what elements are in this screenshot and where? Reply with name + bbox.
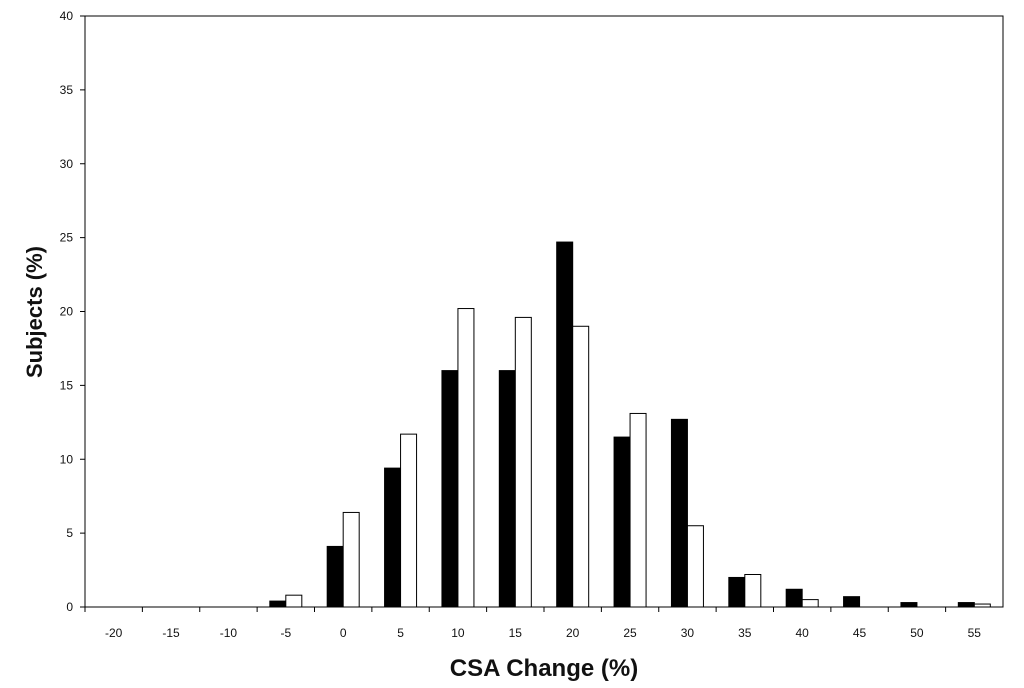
- bar-series-2-5: [400, 433, 418, 608]
- y-tick-label: 5: [66, 526, 73, 540]
- bar-series-2-25: [629, 412, 647, 608]
- y-tick-label: 35: [60, 83, 74, 97]
- bar-series-1-0: [326, 545, 344, 608]
- x-tick-label: 45: [853, 626, 867, 640]
- bar-series-2-15: [514, 316, 532, 608]
- x-tick-label: 15: [509, 626, 523, 640]
- x-tick-label: 20: [566, 626, 580, 640]
- y-tick-label: 30: [60, 157, 74, 171]
- bar-series-1-20: [556, 241, 574, 608]
- bar-series-1-50: [900, 602, 918, 608]
- x-tick-label: -5: [280, 626, 291, 640]
- bar-series-2-35: [744, 573, 762, 608]
- x-axis-title: CSA Change (%): [450, 655, 638, 682]
- x-tick-label: -20: [105, 626, 123, 640]
- y-tick-label: 20: [60, 305, 74, 319]
- x-tick-label: 35: [738, 626, 752, 640]
- y-tick-label: 40: [60, 9, 74, 23]
- bar-series-2-20: [572, 325, 590, 608]
- bar-series-1-45: [843, 596, 861, 608]
- x-tick-label: 25: [623, 626, 637, 640]
- y-tick-label: 15: [60, 378, 74, 392]
- bar-series-1-10: [441, 370, 459, 608]
- bar-series-2-55: [973, 603, 991, 608]
- x-tick-label: 55: [968, 626, 982, 640]
- x-tick-label: 40: [796, 626, 810, 640]
- bar-series-2-30: [686, 525, 704, 608]
- y-axis-title: Subjects (%): [22, 246, 47, 378]
- bar-series-2-40: [801, 599, 819, 608]
- bar-series-1-25: [613, 436, 631, 608]
- x-tick-label: 10: [451, 626, 465, 640]
- bar-series-2-0: [342, 511, 360, 608]
- x-tick-label: 50: [910, 626, 924, 640]
- x-tick-label: -10: [220, 626, 238, 640]
- bars-group: [269, 241, 991, 608]
- y-tick-label: 10: [60, 452, 74, 466]
- bar-series-1-40: [785, 588, 803, 608]
- x-axis: -20 -15 -10 -5 0 5 10 15 20 25 30 35 40 45 50 55: [84, 607, 982, 640]
- x-tick-label: 5: [397, 626, 404, 640]
- y-axis: 0 5 10 15 20 25 30 35 40: [60, 9, 85, 614]
- x-tick-label: -15: [162, 626, 180, 640]
- x-tick-label: 0: [340, 626, 347, 640]
- x-tick-label: 30: [681, 626, 695, 640]
- y-tick-label: 25: [60, 231, 74, 245]
- y-tick-label: 0: [66, 600, 73, 614]
- bar-series-1-55: [957, 602, 975, 608]
- bar-series-1-15: [498, 370, 516, 608]
- bar-series-1-35: [728, 576, 746, 608]
- bar-series-2--5: [285, 594, 303, 608]
- bar-series-1-5: [384, 467, 402, 608]
- bar-series-1-30: [670, 418, 688, 608]
- bar-series-2-10: [457, 308, 475, 608]
- bar-series-1--5: [269, 600, 287, 608]
- plot-frame: [84, 15, 1004, 608]
